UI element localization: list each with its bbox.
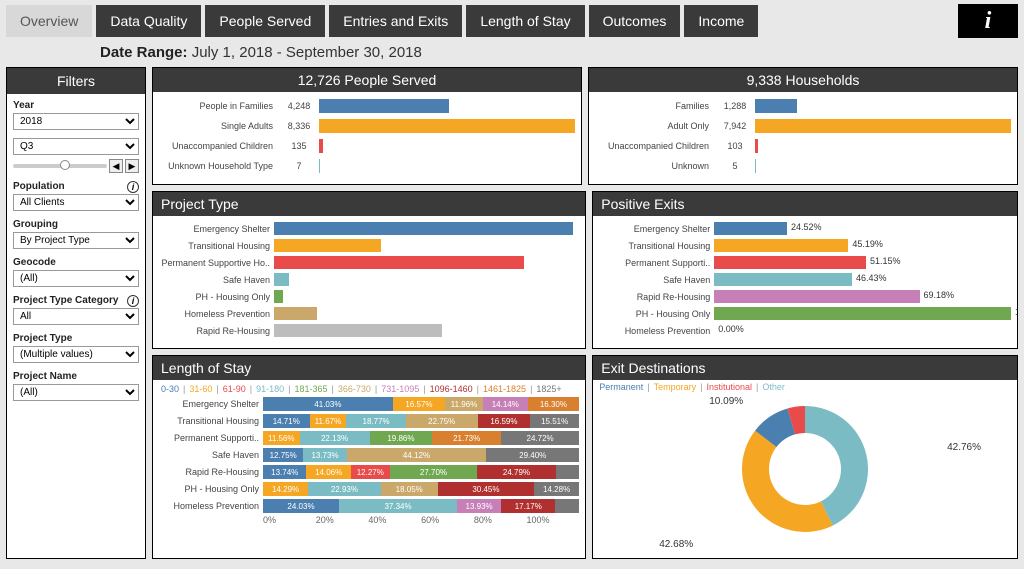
table-row: Homeless Prevention24.03%37.34%13.93%17.… [155,498,579,514]
pname-select[interactable]: (All) [13,384,139,401]
year-select[interactable]: 2018 [13,113,139,130]
geocode-label: Geocode [13,257,139,268]
ptcat-select[interactable]: All [13,308,139,325]
filters-panel: Filters Year 2018 Q3 ◀ ▶ Population i Al… [6,67,146,559]
households-card: 9,338 Households Families1,288Adult Only… [588,67,1018,185]
table-row: Transitional Housing [159,237,579,254]
table-row: Unaccompanied Children135 [159,136,575,156]
project-type-card: Project Type Emergency ShelterTransition… [152,191,586,349]
table-row: Adult Only7,942 [595,116,1011,136]
table-row: Unaccompanied Children103 [595,136,1011,156]
table-row: People in Families4,248 [159,96,575,116]
table-row: PH - Housing Only100.00% [599,305,1011,322]
date-range-label: Date Range: [100,44,188,61]
population-label: Population [13,181,139,192]
table-row: Unknown Household Type7 [159,156,575,176]
table-row: Unknown5 [595,156,1011,176]
table-row: Permanent Supportive Ho.. [159,254,579,271]
ptype-select[interactable]: (Multiple values) [13,346,139,363]
grouping-label: Grouping [13,219,139,230]
tab-data-quality[interactable]: Data Quality [96,5,201,37]
tab-overview[interactable]: Overview [6,5,92,37]
info-button[interactable]: i [958,4,1018,38]
table-row: PH - Housing Only [159,288,579,305]
table-row: Single Adults8,336 [159,116,575,136]
table-row: Emergency Shelter41.03%16.57%11.96%14.14… [155,396,579,412]
tab-outcomes[interactable]: Outcomes [589,5,681,37]
year-label: Year [13,100,139,111]
pname-label: Project Name [13,371,139,382]
table-row: Emergency Shelter [159,220,579,237]
tab-entries-and-exits[interactable]: Entries and Exits [329,5,462,37]
length-of-stay-card: Length of Stay 0-30|31-60|61-90|91-180|1… [152,355,586,559]
quarter-select[interactable]: Q3 [13,138,139,155]
table-row: Rapid Re-Housing13.74%14.06%12.27%27.70%… [155,464,579,480]
project-type-title: Project Type [153,192,585,216]
table-row: Emergency Shelter24.52% [599,220,1011,237]
filters-title: Filters [7,68,145,94]
ptcat-label: Project Type Category [13,295,139,306]
info-icon[interactable]: i [127,295,139,307]
ptype-label: Project Type [13,333,139,344]
table-row: Safe Haven [159,271,579,288]
date-range-value: July 1, 2018 - September 30, 2018 [192,44,422,61]
table-row: Rapid Re-Housing69.18% [599,288,1011,305]
table-row: Homeless Prevention0.00% [599,322,1011,339]
quarter-slider[interactable] [13,164,107,168]
tab-income[interactable]: Income [684,5,758,37]
table-row: Transitional Housing45.19% [599,237,1011,254]
grouping-select[interactable]: By Project Type [13,232,139,249]
households-title: 9,338 Households [589,68,1017,92]
table-row: Safe Haven46.43% [599,271,1011,288]
tab-length-of-stay[interactable]: Length of Stay [466,5,584,37]
people-served-card: 12,726 People Served People in Families4… [152,67,582,185]
positive-exits-title: Positive Exits [593,192,1017,216]
table-row: Families1,288 [595,96,1011,116]
table-row: Safe Haven12.75%13.73%44.12%29.40% [155,447,579,463]
table-row: Homeless Prevention [159,305,579,322]
table-row: Permanent Supporti..51.15% [599,254,1011,271]
population-select[interactable]: All Clients [13,194,139,211]
slider-prev[interactable]: ◀ [109,159,123,173]
table-row: PH - Housing Only14.29%22.93%18.05%30.45… [155,481,579,497]
tab-people-served[interactable]: People Served [205,5,325,37]
table-row: Permanent Supporti..11.56%22.13%19.86%21… [155,430,579,446]
geocode-select[interactable]: (All) [13,270,139,287]
table-row: Rapid Re-Housing [159,322,579,339]
slider-next[interactable]: ▶ [125,159,139,173]
los-title: Length of Stay [153,356,585,380]
table-row: Transitional Housing14.71%11.67%18.77%22… [155,413,579,429]
people-served-title: 12,726 People Served [153,68,581,92]
exit-destinations-card: Exit Destinations Permanent|Temporary|In… [592,355,1018,559]
positive-exits-card: Positive Exits Emergency Shelter24.52%Tr… [592,191,1018,349]
ed-title: Exit Destinations [593,356,1017,380]
info-icon[interactable]: i [127,181,139,193]
